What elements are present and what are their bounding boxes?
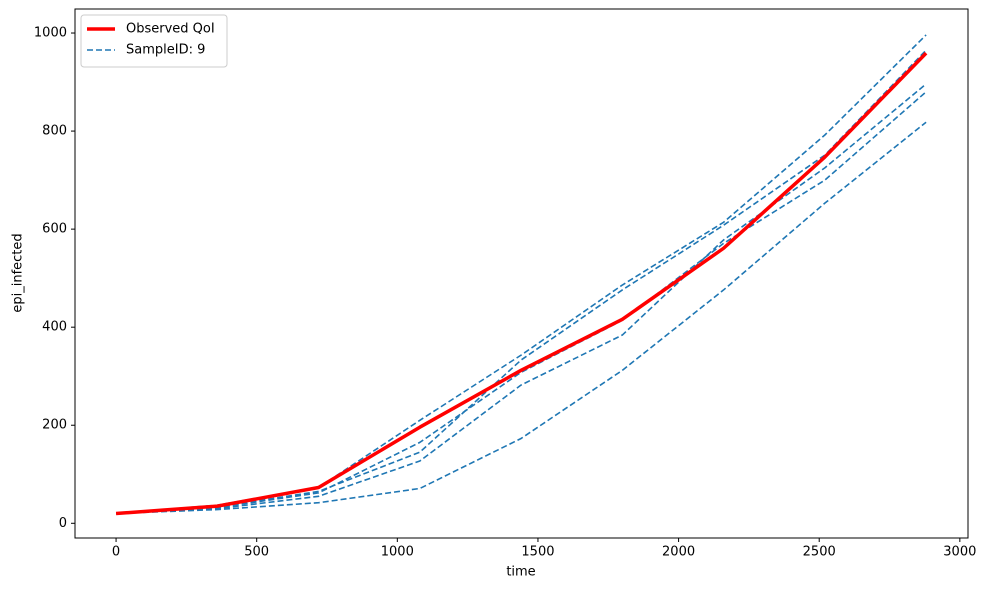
series-line	[115, 34, 927, 515]
x-axis-label: time	[506, 565, 535, 580]
y-tick-label: 400	[42, 320, 67, 335]
x-tick-label: 500	[244, 545, 269, 560]
plot-frame	[74, 8, 969, 539]
y-tick-label: 0	[59, 516, 67, 531]
series-line	[116, 121, 927, 515]
y-axis-label: epi_infected	[11, 233, 26, 312]
x-tick-label: 1500	[521, 545, 554, 560]
legend-box	[80, 14, 228, 68]
series-line	[115, 51, 928, 516]
series-line	[116, 83, 927, 515]
series-line	[116, 49, 927, 515]
y-tick-label: 1000	[34, 26, 67, 41]
x-tick-label: 1000	[381, 545, 414, 560]
legend-label: Observed QoI	[126, 22, 215, 37]
x-tick-label: 2500	[803, 545, 836, 560]
x-tick-label: 2000	[662, 545, 695, 560]
legend-label: SampleID: 9	[126, 43, 205, 58]
series-line	[116, 91, 927, 515]
x-tick-label: 3000	[943, 545, 976, 560]
y-tick-label: 200	[42, 418, 67, 433]
x-tick-label: 0	[112, 545, 120, 560]
y-tick-label: 600	[42, 222, 67, 237]
y-tick-label: 800	[42, 124, 67, 139]
